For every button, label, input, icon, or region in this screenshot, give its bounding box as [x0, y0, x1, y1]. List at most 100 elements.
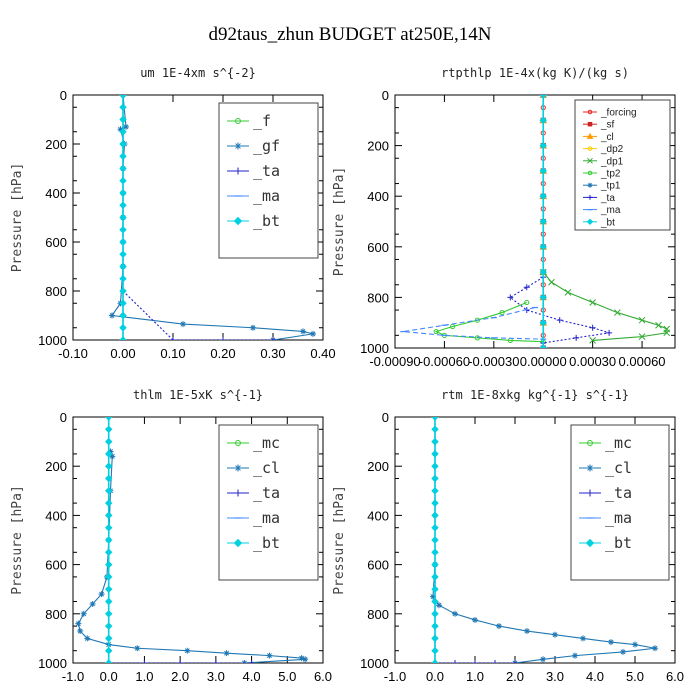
data-point-bt [431, 548, 439, 557]
data-point-ta [452, 660, 458, 663]
data-point-bt [119, 324, 127, 332]
legend-marker-cl [586, 132, 594, 139]
data-point-bt [539, 141, 547, 150]
plot-frame [72, 94, 324, 341]
data-point-bt [539, 95, 547, 99]
data-point-ta [248, 660, 255, 663]
data-point-cl [109, 453, 116, 460]
legend-label-ma: _ma [600, 205, 621, 216]
data-point-bt [431, 573, 439, 581]
data-point-bt [119, 115, 127, 124]
y-tick-label: 800 [367, 290, 389, 305]
data-point-bt [431, 597, 439, 606]
data-point-gf [180, 321, 186, 328]
data-point-bt [119, 238, 127, 246]
data-point-bt [105, 585, 113, 593]
y-tick-label: 800 [45, 284, 67, 299]
data-point-bt [105, 536, 113, 544]
x-tick-label: 1.0 [466, 669, 484, 684]
data-point-bt [105, 548, 113, 557]
y-tick-label: 600 [367, 558, 389, 573]
data-point-bt [105, 474, 113, 483]
data-point-dp1 [663, 329, 671, 337]
legend-marker-dp2 [587, 146, 593, 151]
data-point-cl [266, 652, 273, 659]
data-point-cl [298, 655, 305, 662]
y-tick-label: 0 [382, 410, 389, 425]
data-point-cl [496, 623, 502, 630]
data-point-bt [105, 437, 113, 446]
data-point-ta [512, 660, 518, 663]
x-tick-label: 5.0 [626, 669, 644, 684]
x-tick-label: 0.10 [160, 346, 185, 361]
x-tick-label: 0.30 [260, 346, 285, 361]
data-point-bt [539, 167, 547, 175]
data-point-cl [223, 650, 230, 657]
legend-label-forcing: _forcing [600, 108, 637, 119]
data-point-bt [105, 622, 113, 630]
data-point-ta [170, 337, 176, 340]
data-point-ta [212, 660, 219, 663]
legend-label-mc: _mc [605, 434, 632, 452]
x-tick-label: 0.0 [426, 669, 444, 684]
y-tick-label: 0 [382, 88, 389, 103]
y-tick-label: 1000 [360, 656, 389, 671]
data-point-cl [620, 648, 626, 655]
legend-label-cl: _cl [600, 132, 614, 143]
y-tick-label: 200 [367, 459, 389, 474]
data-point-gf [300, 328, 306, 335]
data-point-cl [452, 610, 458, 617]
data-point-ta [523, 284, 530, 291]
legend-label-ta: _ta [253, 162, 280, 180]
x-tick-label: -0.00090 [369, 354, 420, 369]
data-point-tp2 [499, 309, 505, 316]
data-point-cl [89, 600, 96, 607]
panel-title: um 1E-4xm s^{-2} [140, 66, 256, 80]
legend-label-bt: _bt [253, 534, 280, 552]
legend: _mc _cl _ta _ma _bt [570, 424, 670, 581]
y-tick-label: 400 [45, 508, 67, 523]
legend-label-bt: _bt [605, 534, 632, 552]
data-point-bt [431, 659, 439, 663]
legend-box [570, 424, 670, 581]
panel-title: rtpthlp 1E-4x(kg K)/(kg s) [441, 66, 629, 80]
y-axis-label: Pressure [hPa] [10, 485, 25, 595]
legend-marker-ta [234, 489, 242, 497]
x-tick-label: 4.0 [243, 669, 261, 684]
data-point-dp1 [548, 278, 555, 286]
legend-marker-forcing [587, 109, 593, 115]
data-point-bt [431, 417, 439, 421]
series-group [400, 95, 671, 348]
x-tick-label: 5.0 [278, 669, 296, 684]
data-point-cl [80, 610, 87, 617]
data-point-tp2 [524, 299, 530, 306]
legend-label-cl: _cl [253, 459, 280, 477]
data-point-bt [431, 511, 439, 520]
data-point-bt [105, 646, 113, 655]
data-point-cl [302, 656, 309, 663]
legend-marker-bt [233, 216, 243, 226]
y-tick-label: 1000 [38, 656, 67, 671]
data-point-ta [472, 660, 478, 663]
legend-marker-f [235, 118, 241, 124]
legend-marker-gf [234, 142, 242, 150]
y-tick-label: 1000 [360, 341, 389, 356]
data-point-bt [119, 177, 127, 185]
data-point-bt [119, 275, 127, 283]
x-tick-label: 1.0 [135, 669, 153, 684]
data-point-bt [539, 116, 547, 125]
legend-marker-cl [586, 464, 594, 472]
panels-group: um 1E-4xm s^{-2} Pressure [hPa] 0 200 400 600… [10, 66, 684, 684]
data-point-bt [105, 659, 113, 663]
legend-label-tp1: _tp1 [600, 181, 621, 192]
data-point-bt [105, 511, 113, 520]
legend-label-cl: _cl [605, 459, 632, 477]
x-tick-label: 6.0 [314, 669, 332, 684]
data-point-cl [472, 616, 478, 623]
data-point-bt [539, 268, 547, 276]
data-point-gf [310, 330, 316, 337]
y-tick-label: 800 [367, 607, 389, 622]
y-tick-label: 200 [45, 137, 67, 152]
data-point-bt [119, 299, 127, 307]
